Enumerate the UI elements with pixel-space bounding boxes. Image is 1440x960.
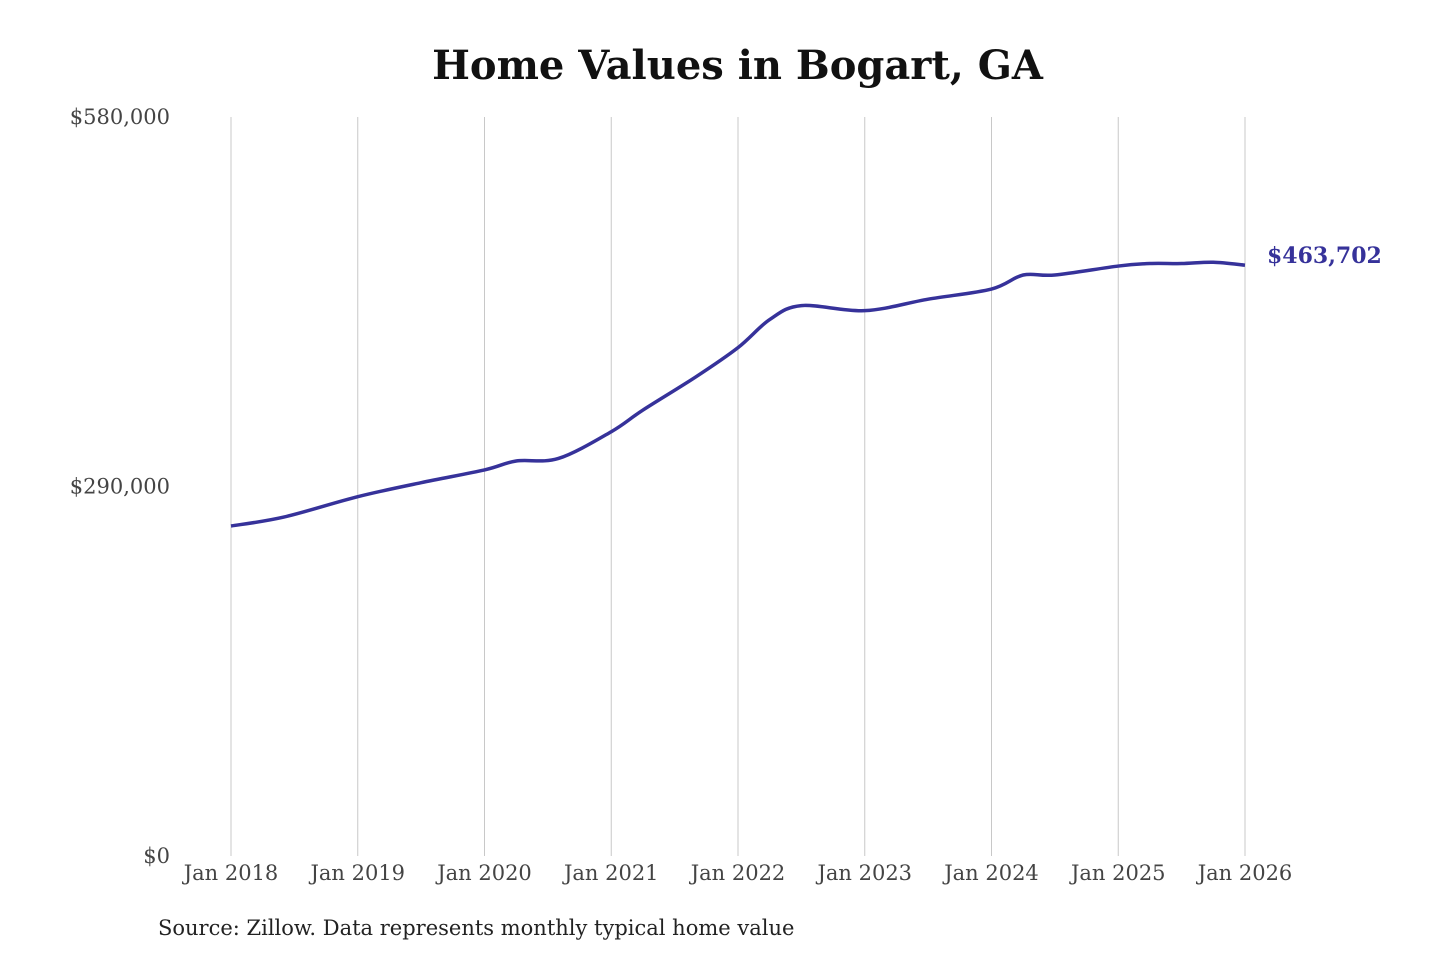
source-note: Source: Zillow. Data represents monthly … xyxy=(158,916,795,940)
y-tick-label: $290,000 xyxy=(70,475,170,499)
x-tick-label: Jan 2019 xyxy=(308,861,405,885)
x-tick-label: Jan 2020 xyxy=(435,861,532,885)
x-tick-label: Jan 2022 xyxy=(689,861,786,885)
x-tick-label: Jan 2021 xyxy=(562,861,659,885)
y-tick-label: $0 xyxy=(143,844,170,868)
series-line xyxy=(230,260,1246,528)
x-tick-label: Jan 2023 xyxy=(815,861,912,885)
x-tick-label: Jan 2018 xyxy=(182,861,279,885)
x-tick-label: Jan 2026 xyxy=(1196,861,1293,885)
x-tick-label: Jan 2025 xyxy=(1069,861,1166,885)
end-value-label: $463,702 xyxy=(1267,243,1382,269)
chart-title: Home Values in Bogart, GA xyxy=(432,42,1043,89)
y-tick-label: $580,000 xyxy=(70,105,170,129)
x-tick-label: Jan 2024 xyxy=(942,861,1039,885)
